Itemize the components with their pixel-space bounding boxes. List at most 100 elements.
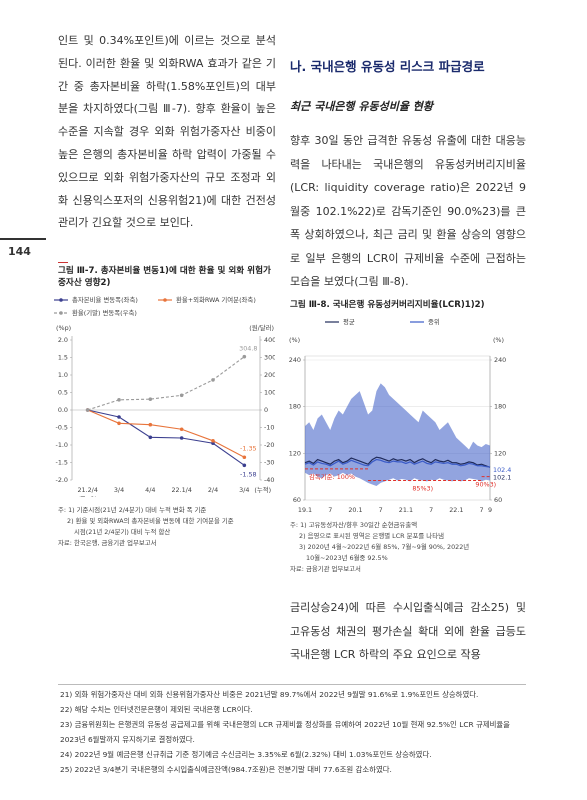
point [242,354,247,359]
y2-tick-label: 0 [264,406,268,414]
series-line [87,356,245,411]
point [117,415,121,419]
point [148,397,153,401]
y-axis-label: (%) [289,336,300,344]
x-tick-label: 21.1 [399,506,413,514]
figure-note: 시점(21년 2/4분기) 대비 누적 합산 [74,528,171,536]
page-number: 144 [8,245,31,258]
section-paragraph: 향후 30일 동안 급격한 유동성 유출에 대한 대응능력을 나타내는 국내은행… [290,134,526,288]
x-tick-label: 3/4 [114,486,124,494]
x-tick-label: 22.1/4 [171,486,191,494]
section-heading: 나. 국내은행 유동성 리스크 파급경로 [290,59,485,74]
point [85,408,90,412]
y-tick-label: 1.0 [58,371,68,379]
series-line [304,458,491,468]
figure-source: 자료: 금융기관 업무보고서 [290,565,361,573]
point [179,436,184,440]
reference-label: 85%3) [412,485,433,493]
value-label: 102.4 [493,466,511,474]
point [148,422,153,427]
figure-note: 2) 환율 및 외화RWA의 총자본비율 변동에 대한 기여분을 기준 [67,517,234,525]
footnote: 23) 금융위원회는 은행권의 유동성 공급제고를 위해 국내은행의 LCR 규… [60,720,510,744]
y2-tick-label: -300 [264,459,275,467]
y2-tick-label: 100 [264,389,275,397]
chart: (%p) (원/달러) 2.0 1.5 1.0 0.5 0.0 -0.5 -1.0 -1.5 -2.… [54,295,275,497]
point [117,398,121,402]
y2-axis-label: (원/달러) [249,323,274,332]
x-tick-label: 21.2/4 [77,486,97,494]
x-note: (T=0) [79,495,97,497]
figure-marker [58,262,68,263]
series-line [87,409,245,466]
footnote: 22) 해당 수치는 인터넷전문은행이 제외된 국내은행 LCR이다. [60,705,253,714]
legend-label: 환율+외화RWA 기여분(좌축) [176,295,256,304]
y2-tick-label: -100 [264,424,275,432]
x-tick-label: 9 [488,506,492,514]
y-tick-label: 0.0 [58,406,68,414]
y-tick-label: 120 [289,449,301,457]
legend-label: 중위 [428,318,440,326]
point [179,393,184,398]
point [211,378,215,382]
x-tick-label: 7 [379,506,383,514]
y2-tick-label: 200 [264,371,275,379]
page-rule [0,238,46,240]
point [211,439,215,443]
figure-note: 3) 2020년 4월~2022년 6월 85%, 7월~9월 90%, 202… [299,543,470,551]
y2-tick-label: 120 [494,449,506,457]
y2-tick-label: -200 [264,441,275,449]
x-tick-label: 2/4 [208,486,218,494]
x-tick-label: 20.1 [348,506,362,514]
footnote: 25) 2022년 3/4분기 국내은행의 수시입출식예금잔액(984.7조원)… [60,765,392,774]
y-tick-label: 1.5 [58,354,68,362]
figure-note: 2) 음영으로 표시된 영역은 은행별 LCR 분포를 나타냄 [299,532,444,540]
y2-tick-label: 240 [494,356,506,364]
figure-note: 10월~2023년 6월중 92.5% [306,554,388,562]
point [148,435,153,440]
y-tick-label: 0.5 [58,389,68,397]
y-tick-label: 2.0 [58,336,68,344]
footnote: 21) 외화 위험가중자산 대비 외화 신용위험가중자산 비중은 2021년말 … [60,690,479,699]
reference-label: 감독기준: 100% [309,472,355,481]
left-paragraph: 인트 및 0.34%포인트)에 이르는 것으로 분석된다. 이러한 환율 및 외… [58,34,276,230]
legend-marker [163,298,167,302]
figure-title: 그림 Ⅲ-8. 국내은행 유동성커버리지비율(LCR)1)2) [290,300,485,310]
x-note: (누적) [254,486,271,494]
y2-tick-label: 400 [264,336,275,344]
point [179,427,184,432]
y-tick-label: -2.0 [56,476,68,484]
y-tick-label: -1.0 [56,441,68,449]
x-tick-label: 7 [480,506,484,514]
y-axis-label: (%p) [56,324,71,332]
value-label: 304.8 [239,345,257,353]
section-subheading: 최근 국내은행 유동성비율 현황 [290,100,434,113]
y-tick-label: 180 [289,403,301,411]
y-tick-label: -1.5 [56,459,68,467]
value-label: 102.1 [493,473,511,481]
x-tick-label: 3/4 [239,486,249,494]
figure-note: 주: 1) 기준시점(21년 2/4분기) 대비 누적 변화 폭 기준 [58,506,207,514]
value-label: -1.35 [240,444,257,452]
x-tick-label: 7 [429,506,433,514]
figure-title: 그림 Ⅲ-7. 총자본비율 변동1)에 대한 환율 및 외화 위험가중자산 영향… [58,266,271,288]
legend-marker [59,311,63,315]
y2-tick-label: 60 [494,496,502,504]
reference-label: 90%3) [475,481,496,489]
x-tick-label: 22.1 [449,506,463,514]
footnote-rule [58,684,526,685]
legend-marker [59,298,63,302]
chart: (%) (%) 240 180 120 60 240 180 120 60 19.1 7 20.1 7 21… [289,317,512,514]
legend-label: 환율(기말) 변동폭(우축) [72,308,137,317]
y-tick-label: 60 [293,496,301,504]
series-line [304,456,491,468]
y2-axis-label: (%) [493,336,504,344]
x-tick-label: 7 [328,506,332,514]
x-tick-label: 4/4 [145,486,155,494]
footnote: 24) 2022년 9월 예금은행 신규취급 기준 정기예금 수신금리는 3.3… [60,750,432,759]
legend-label: 총자본비율 변동폭(좌축) [72,295,138,304]
series-line [87,409,245,458]
figure-source: 자료: 한국은행, 금융기관 업무보고서 [58,539,157,547]
y-tick-label: -0.5 [56,424,68,432]
y2-tick-label: 180 [494,403,506,411]
